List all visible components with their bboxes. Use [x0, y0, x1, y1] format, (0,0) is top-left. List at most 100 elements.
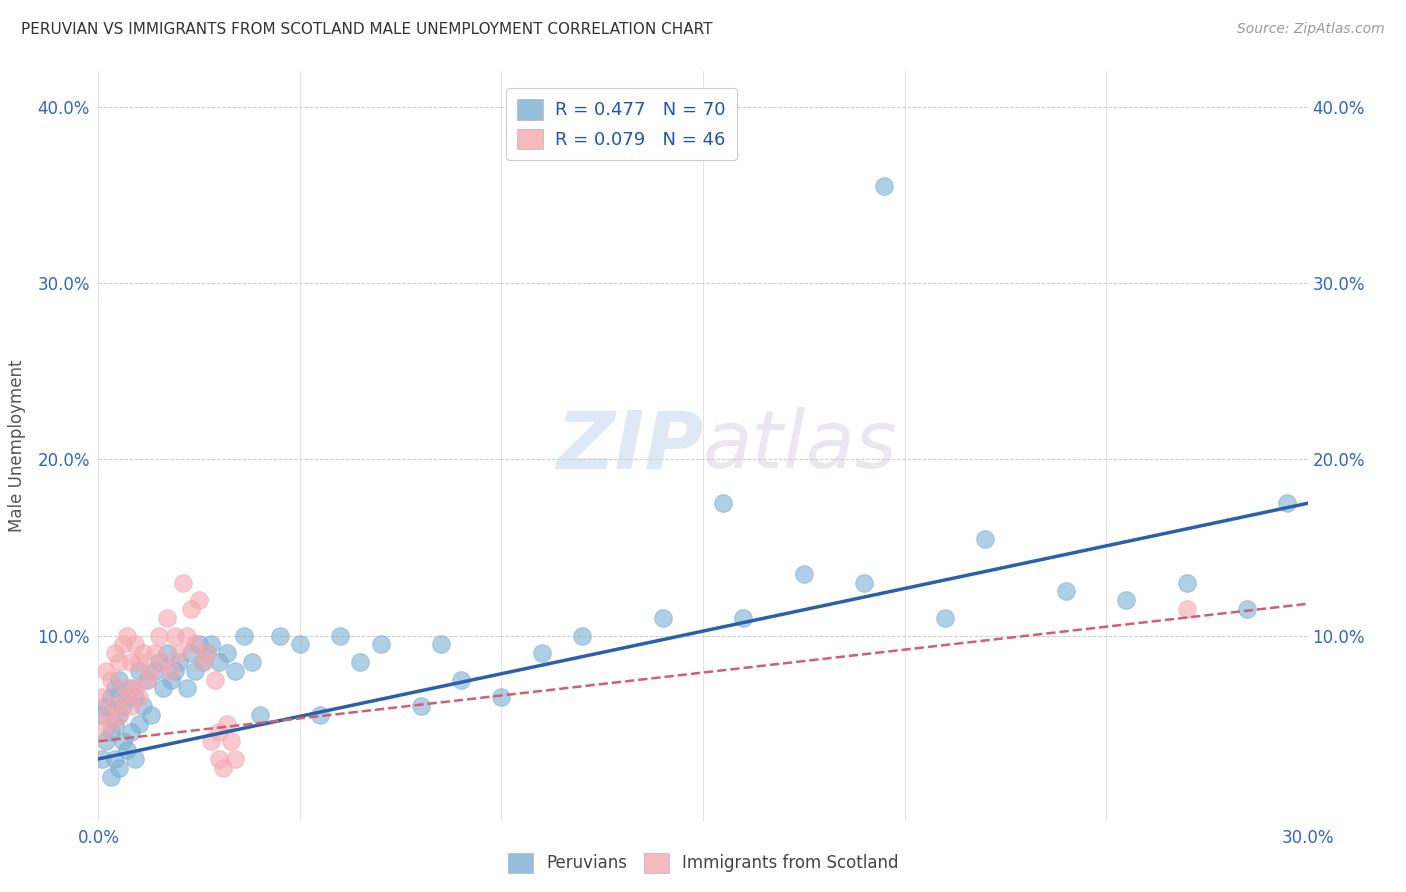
Point	[91, 725, 114, 739]
Point	[152, 655, 174, 669]
Point	[793, 566, 815, 581]
Point	[450, 673, 472, 687]
Point	[103, 716, 125, 731]
Point	[96, 734, 118, 748]
Point	[184, 637, 207, 651]
Point	[143, 664, 166, 678]
Point	[167, 646, 190, 660]
Point	[120, 699, 142, 714]
Point	[200, 734, 222, 748]
Point	[120, 655, 142, 669]
Point	[115, 628, 138, 642]
Point	[288, 637, 311, 651]
Point	[208, 655, 231, 669]
Point	[1175, 602, 1198, 616]
Point	[221, 734, 243, 748]
Point	[184, 664, 207, 678]
Point	[124, 637, 146, 651]
Point	[143, 646, 166, 660]
Point	[224, 752, 246, 766]
Text: Source: ZipAtlas.com: Source: ZipAtlas.com	[1237, 22, 1385, 37]
Point	[193, 655, 215, 669]
Point	[160, 664, 183, 678]
Point	[156, 646, 179, 660]
Point	[124, 752, 146, 766]
Point	[188, 637, 211, 651]
Point	[176, 628, 198, 642]
Point	[934, 611, 956, 625]
Point	[530, 646, 553, 660]
Point	[167, 655, 190, 669]
Point	[139, 707, 162, 722]
Point	[100, 673, 122, 687]
Point	[128, 716, 150, 731]
Point	[172, 575, 194, 590]
Point	[148, 628, 170, 642]
Point	[195, 646, 218, 660]
Point	[128, 690, 150, 705]
Text: ZIP: ZIP	[555, 407, 703, 485]
Point	[115, 681, 138, 696]
Point	[853, 575, 876, 590]
Point	[571, 628, 593, 642]
Point	[711, 496, 734, 510]
Point	[115, 690, 138, 705]
Point	[409, 699, 432, 714]
Point	[240, 655, 263, 669]
Point	[103, 681, 125, 696]
Point	[208, 725, 231, 739]
Point	[100, 716, 122, 731]
Point	[120, 681, 142, 696]
Point	[370, 637, 392, 651]
Text: PERUVIAN VS IMMIGRANTS FROM SCOTLAND MALE UNEMPLOYMENT CORRELATION CHART: PERUVIAN VS IMMIGRANTS FROM SCOTLAND MAL…	[21, 22, 713, 37]
Point	[309, 707, 332, 722]
Point	[212, 761, 235, 775]
Point	[120, 725, 142, 739]
Point	[176, 681, 198, 696]
Point	[269, 628, 291, 642]
Point	[733, 611, 755, 625]
Point	[329, 628, 352, 642]
Point	[128, 664, 150, 678]
Point	[249, 707, 271, 722]
Point	[873, 178, 896, 193]
Point	[96, 664, 118, 678]
Point	[128, 655, 150, 669]
Point	[195, 646, 218, 660]
Point	[148, 655, 170, 669]
Point	[1115, 593, 1137, 607]
Point	[107, 655, 129, 669]
Point	[188, 593, 211, 607]
Point	[349, 655, 371, 669]
Point	[103, 646, 125, 660]
Point	[111, 637, 134, 651]
Point	[208, 752, 231, 766]
Text: atlas: atlas	[703, 407, 898, 485]
Y-axis label: Male Unemployment: Male Unemployment	[8, 359, 27, 533]
Point	[204, 673, 226, 687]
Point	[974, 532, 997, 546]
Point	[96, 699, 118, 714]
Point	[100, 690, 122, 705]
Point	[200, 637, 222, 651]
Point	[132, 699, 155, 714]
Point	[1054, 584, 1077, 599]
Point	[232, 628, 254, 642]
Point	[152, 681, 174, 696]
Point	[91, 752, 114, 766]
Point	[430, 637, 453, 651]
Point	[107, 707, 129, 722]
Point	[163, 628, 186, 642]
Point	[156, 611, 179, 625]
Point	[100, 770, 122, 784]
Point	[135, 673, 157, 687]
Point	[651, 611, 673, 625]
Point	[111, 699, 134, 714]
Point	[180, 646, 202, 660]
Point	[107, 707, 129, 722]
Legend: Peruvians, Immigrants from Scotland: Peruvians, Immigrants from Scotland	[501, 847, 905, 880]
Point	[115, 743, 138, 757]
Point	[107, 673, 129, 687]
Point	[103, 752, 125, 766]
Point	[111, 690, 134, 705]
